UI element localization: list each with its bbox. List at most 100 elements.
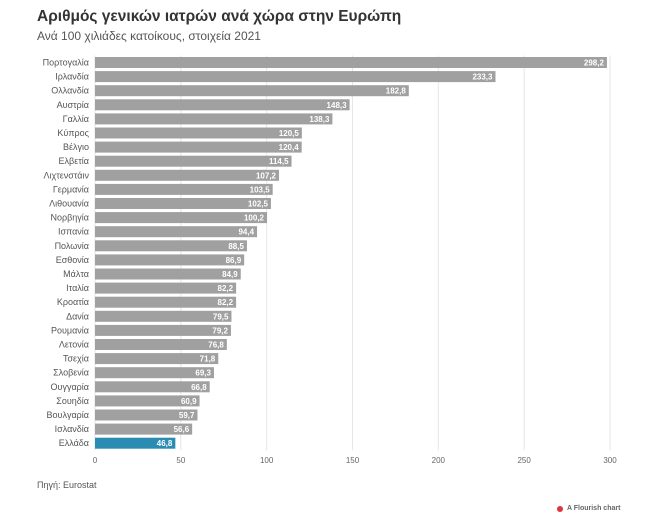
bar-value-label: 66,8 (191, 383, 207, 392)
bar-value-label: 46,8 (157, 439, 173, 448)
bar[interactable] (95, 240, 247, 252)
bar[interactable] (95, 254, 245, 266)
bar-value-label: 103,5 (250, 185, 271, 194)
category-label: Μάλτα (63, 269, 89, 279)
bar-value-label: 79,2 (212, 326, 228, 335)
category-label: Λετονία (59, 340, 89, 350)
bar[interactable] (95, 71, 496, 83)
bar[interactable] (95, 324, 231, 336)
bar-value-label: 82,2 (218, 298, 234, 307)
category-label: Κύπρος (57, 128, 89, 138)
bar-value-label: 82,2 (218, 284, 234, 293)
category-label: Λιχτενστάιν (44, 170, 90, 180)
bar-value-label: 84,9 (222, 270, 238, 279)
category-label: Ρουμανία (51, 325, 89, 335)
category-label: Βουλγαρία (47, 410, 89, 420)
chart-subtitle: Ανά 100 χιλιάδες κατοίκους, στοιχεία 202… (37, 29, 261, 43)
bar-value-label: 102,5 (248, 200, 269, 209)
flourish-logo-icon (557, 505, 563, 512)
bar[interactable] (95, 353, 219, 365)
category-label: Ιρλανδία (55, 72, 89, 82)
bar-value-label: 233,3 (472, 73, 493, 82)
bar[interactable] (95, 127, 302, 139)
category-label: Ελβετία (59, 156, 89, 166)
bar[interactable] (95, 339, 227, 350)
bar[interactable] (95, 423, 193, 435)
category-label: Πολωνία (55, 241, 89, 251)
bar-value-label: 76,8 (208, 341, 224, 350)
bar-value-label: 120,4 (279, 143, 300, 152)
bar[interactable] (95, 198, 271, 209)
bar-value-label: 114,5 (269, 157, 289, 166)
x-tick-label: 50 (176, 456, 185, 465)
bar[interactable] (95, 296, 237, 308)
flourish-credit[interactable]: A Flourish chart (557, 505, 620, 512)
source-note: Πηγή: Eurostat (37, 480, 97, 490)
bar[interactable] (95, 169, 280, 181)
bar[interactable] (95, 99, 350, 111)
bar[interactable] (95, 268, 241, 280)
bar-value-label: 59,7 (179, 411, 195, 420)
bar[interactable] (95, 437, 176, 449)
bar-value-label: 148,3 (327, 101, 348, 110)
bar-value-label: 86,9 (226, 256, 242, 265)
bar-value-label: 182,8 (386, 87, 407, 96)
bar-value-label: 298,2 (584, 59, 605, 68)
category-label: Ολλανδία (51, 86, 89, 96)
bar-value-label: 69,3 (195, 369, 211, 378)
chart-title: Αριθμός γενικών ιατρών ανά χώρα στην Ευρ… (37, 8, 402, 25)
bar[interactable] (95, 367, 214, 379)
x-tick-label: 100 (260, 456, 274, 465)
bar[interactable] (95, 310, 232, 322)
bar-value-label: 100,2 (244, 214, 265, 223)
category-label: Γαλλία (63, 114, 89, 124)
bar[interactable] (95, 409, 198, 421)
flourish-credit-label: A Flourish chart (567, 505, 621, 512)
bar[interactable] (95, 57, 607, 68)
bars: Πορτογαλία 298,2 Ιρλανδία 233,3 Ολλανδία 182,… (43, 57, 607, 449)
bar[interactable] (95, 85, 409, 97)
bar-value-label: 94,4 (238, 228, 254, 237)
category-label: Λιθουανία (49, 199, 89, 209)
category-label: Δανία (66, 311, 89, 321)
bar[interactable] (95, 395, 200, 407)
category-label: Νορβηγία (50, 213, 89, 223)
category-label: Γερμανία (53, 184, 89, 194)
bar[interactable] (95, 282, 237, 294)
bar-value-label: 138,3 (309, 115, 330, 124)
bar-value-label: 88,5 (228, 242, 244, 251)
bar[interactable] (95, 226, 258, 238)
x-tick-label: 300 (603, 456, 617, 465)
category-label: Βέλγιο (63, 142, 89, 152)
bar-value-label: 120,5 (279, 129, 300, 138)
category-label: Ιταλία (66, 283, 89, 293)
category-label: Ελλάδα (59, 438, 89, 448)
bar-value-label: 71,8 (200, 355, 216, 364)
category-label: Κροατία (57, 297, 89, 307)
category-label: Ισλανδία (55, 424, 89, 434)
bar[interactable] (95, 212, 268, 224)
x-axis: 0 50 100 150 200 250 300 (93, 456, 617, 465)
bar-value-label: 56,6 (174, 425, 190, 434)
category-label: Σλοβενία (53, 368, 89, 378)
category-label: Σουηδία (56, 396, 89, 406)
bar[interactable] (95, 155, 292, 167)
category-label: Αυστρία (57, 100, 89, 110)
x-tick-label: 0 (93, 456, 98, 465)
x-tick-label: 250 (517, 456, 531, 465)
x-tick-label: 150 (346, 456, 360, 465)
category-label: Πορτογαλία (43, 58, 89, 68)
x-tick-label: 200 (432, 456, 446, 465)
bar[interactable] (95, 381, 210, 393)
category-label: Τσεχία (63, 354, 89, 364)
category-label: Ισπανία (58, 227, 89, 237)
category-label: Εσθονία (56, 255, 89, 265)
bar[interactable] (95, 113, 333, 125)
bar-value-label: 107,2 (256, 171, 277, 180)
bar-value-label: 60,9 (181, 397, 197, 406)
bar[interactable] (95, 141, 302, 153)
category-label: Ουγγαρία (51, 382, 89, 392)
bar-value-label: 79,5 (213, 312, 229, 321)
bar[interactable] (95, 183, 273, 195)
